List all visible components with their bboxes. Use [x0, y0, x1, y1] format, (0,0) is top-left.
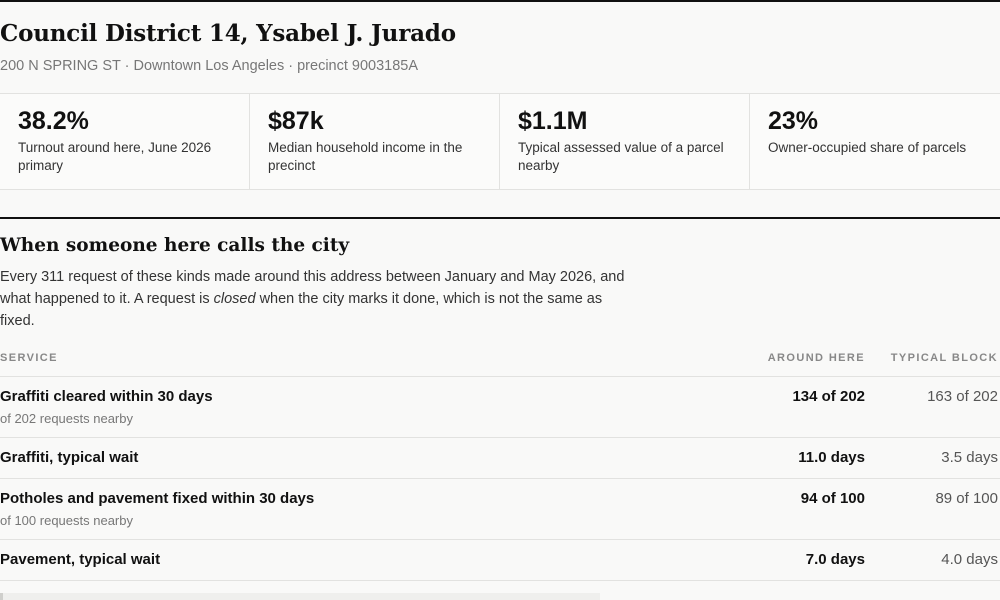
- row-around-here-value: 94 of 100: [800, 490, 865, 507]
- section-rule: [0, 217, 1000, 219]
- stat-turnout: 38.2% Turnout around here, June 2026 pri…: [0, 94, 250, 189]
- column-header-around-here: AROUND HERE: [767, 352, 865, 364]
- table-row: Graffiti cleared within 30 days of 202 r…: [0, 377, 1000, 438]
- row-typical-block-value: 3.5 days: [941, 449, 998, 466]
- stat-income: $87k Median household income in the prec…: [250, 94, 500, 189]
- address-line: 200 N SPRING ST · Downtown Los Angeles ·…: [0, 58, 419, 74]
- row-typical-block-value: 89 of 100: [935, 490, 998, 507]
- stat-owner-occupied: 23% Owner-occupied share of parcels: [750, 94, 1000, 189]
- next-section-marker: [0, 593, 3, 600]
- table-row: Potholes and pavement fixed within 30 da…: [0, 479, 1000, 540]
- stat-value: 23%: [768, 107, 819, 135]
- stat-label: Turnout around here, June 2026 primary: [18, 140, 212, 173]
- stat-label: Owner-occupied share of parcels: [768, 140, 967, 155]
- table-header: SERVICE AROUND HERE TYPICAL BLOCK: [0, 345, 1000, 377]
- intro-emphasis: closed: [213, 291, 256, 307]
- row-service-name: Potholes and pavement fixed within 30 da…: [0, 490, 315, 507]
- stat-assessed-value: $1.1M Typical assessed value of a parcel…: [500, 94, 750, 189]
- table-row: Graffiti, typical wait 11.0 days 3.5 day…: [0, 438, 1000, 479]
- stats-strip: 38.2% Turnout around here, June 2026 pri…: [0, 93, 1000, 190]
- stat-value: $87k: [268, 107, 324, 135]
- page-title: Council District 14, Ysabel J. Jurado: [0, 20, 456, 47]
- row-around-here-value: 11.0 days: [798, 449, 865, 466]
- row-around-here-value: 7.0 days: [805, 551, 865, 568]
- top-rule: [0, 0, 1000, 2]
- row-typical-block-value: 163 of 202: [927, 388, 998, 405]
- stat-value: $1.1M: [518, 107, 588, 135]
- row-service-name: Graffiti, typical wait: [0, 449, 139, 466]
- section-intro: Every 311 request of these kinds made ar…: [0, 266, 640, 332]
- stat-label: Typical assessed value of a parcel nearb…: [518, 140, 724, 173]
- row-service-name: Graffiti cleared within 30 days: [0, 388, 213, 405]
- row-service-name: Pavement, typical wait: [0, 551, 161, 568]
- stat-label: Median household income in the precinct: [268, 140, 463, 173]
- row-typical-block-value: 4.0 days: [941, 551, 998, 568]
- intro-text-end: when the city marks it done, which is no…: [0, 291, 603, 329]
- table-row: Pavement, typical wait 7.0 days 4.0 days: [0, 540, 1000, 581]
- column-header-typical-block: TYPICAL BLOCK: [890, 352, 998, 364]
- service-table: SERVICE AROUND HERE TYPICAL BLOCK Graffi…: [0, 345, 1000, 581]
- column-header-service: SERVICE: [0, 352, 58, 364]
- row-service-sub: of 202 requests nearby: [0, 411, 133, 426]
- row-around-here-value: 134 of 202: [792, 388, 865, 405]
- intro-text: Every 311 request of these kinds made ar…: [0, 269, 625, 307]
- stat-value: 38.2%: [18, 107, 89, 135]
- row-service-sub: of 100 requests nearby: [0, 513, 133, 528]
- section-title: When someone here calls the city: [0, 235, 350, 256]
- next-section-edge: [0, 593, 600, 600]
